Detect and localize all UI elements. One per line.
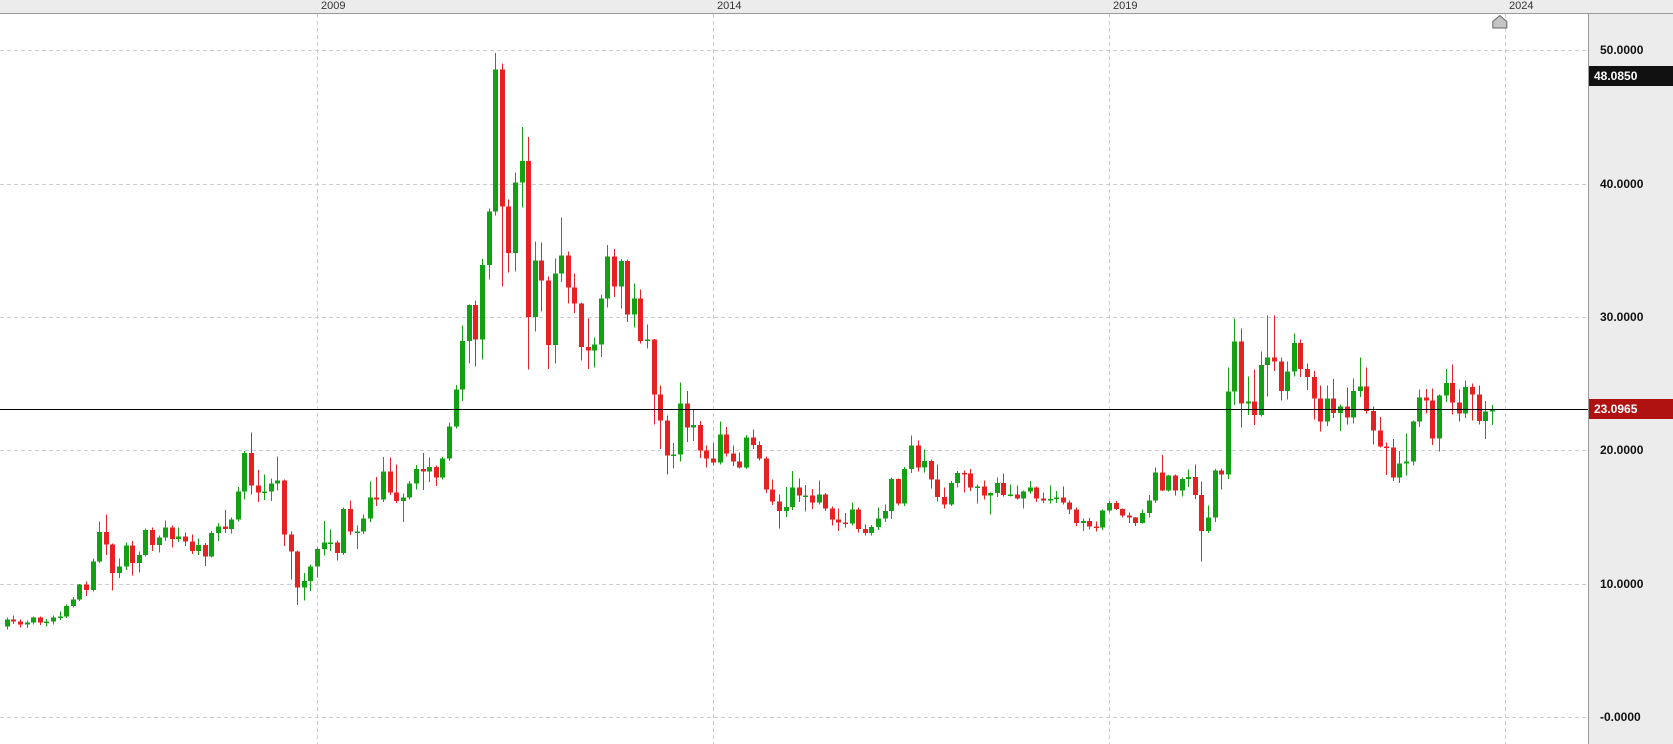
x-axis-year-label: 2024: [1509, 0, 1534, 12]
y-axis-tick-label: 30.0000: [1600, 310, 1644, 325]
gridlines: [0, 14, 1588, 744]
time-axis[interactable]: 2009 2014 2019 2024: [0, 0, 1673, 14]
y-axis-tick-label: 20.0000: [1600, 443, 1644, 458]
current-price-value: 23.0965: [1594, 402, 1638, 417]
x-axis-year-label: 2019: [1113, 0, 1138, 12]
y-axis-tick-label: 50.0000: [1600, 43, 1644, 58]
price-axis[interactable]: 48.0850 23.0965 50.0000 40.0000 30.0000 20.…: [1588, 14, 1673, 744]
chart-shift-marker[interactable]: [1492, 14, 1508, 29]
y-axis-tick-label: 40.0000: [1600, 176, 1644, 191]
x-axis-year-label: 2014: [717, 0, 742, 12]
x-axis-year-label: 2009: [321, 0, 346, 12]
y-axis-tick-label: -0.0000: [1600, 710, 1641, 724]
chart-plot-area[interactable]: [0, 0, 1588, 744]
candlestick-chart: [0, 14, 1588, 744]
candles-layer: [5, 53, 1495, 630]
y-axis-tick-label: 10.0000: [1600, 576, 1644, 591]
high-price-value: 48.0850: [1594, 68, 1638, 83]
high-price-badge: 48.0850: [1589, 65, 1673, 86]
current-price-badge: 23.0965: [1589, 399, 1673, 420]
